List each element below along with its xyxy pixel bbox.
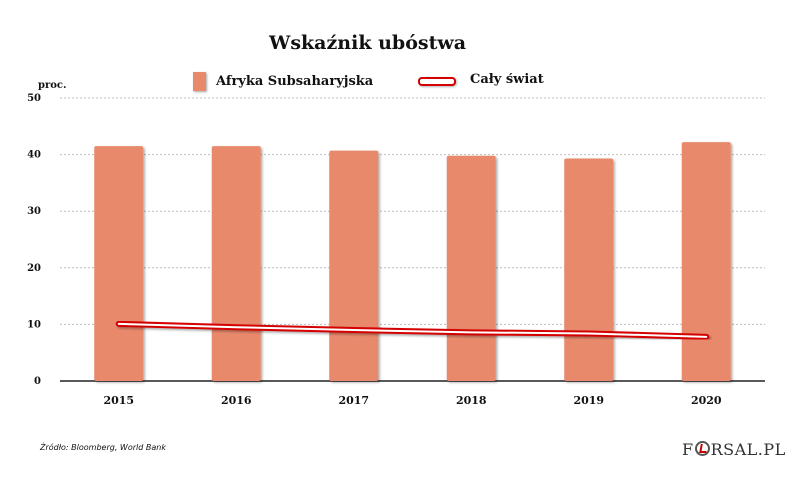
y-axis-unit-label: proc. xyxy=(38,80,67,91)
source-note: Źródło: Bloomberg, World Bank xyxy=(40,443,166,452)
world-line-core xyxy=(117,322,708,338)
y-tick-label-10: 10 xyxy=(27,319,41,330)
bar-2019 xyxy=(564,158,614,381)
x-tick-label-2018: 2018 xyxy=(456,394,487,407)
bar-2016 xyxy=(211,146,261,381)
logo-ring-icon xyxy=(694,441,710,456)
x-tick-label-2016: 2016 xyxy=(221,394,252,407)
bar-2015 xyxy=(94,146,144,381)
legend-bar-label: Afryka Subsaharyjska xyxy=(216,74,374,89)
forsal-logo: F RSAL.PL xyxy=(682,440,786,459)
bar-2020 xyxy=(681,142,731,381)
x-tick-label-2017: 2017 xyxy=(338,394,369,407)
chart-title: Wskaźnik ubóstwa xyxy=(268,32,467,54)
y-tick-label-50: 50 xyxy=(27,93,41,104)
legend-item-bars: Afryka Subsaharyjska xyxy=(193,72,373,91)
bar-2017 xyxy=(329,150,379,381)
legend-bar-swatch xyxy=(193,72,206,91)
x-tick-label-2015: 2015 xyxy=(103,394,134,407)
y-tick-label-0: 0 xyxy=(34,376,41,387)
bar-2018 xyxy=(446,155,496,381)
legend-item-line: Cały świat xyxy=(418,72,544,87)
legend-line-label: Cały świat xyxy=(470,72,544,87)
x-tick-label-2019: 2019 xyxy=(573,394,604,407)
y-tick-label-20: 20 xyxy=(27,263,41,274)
y-tick-label-40: 40 xyxy=(27,150,41,161)
legend-line-swatch xyxy=(418,75,456,86)
y-tick-label-30: 30 xyxy=(27,206,41,217)
x-tick-label-2020: 2020 xyxy=(691,394,722,407)
